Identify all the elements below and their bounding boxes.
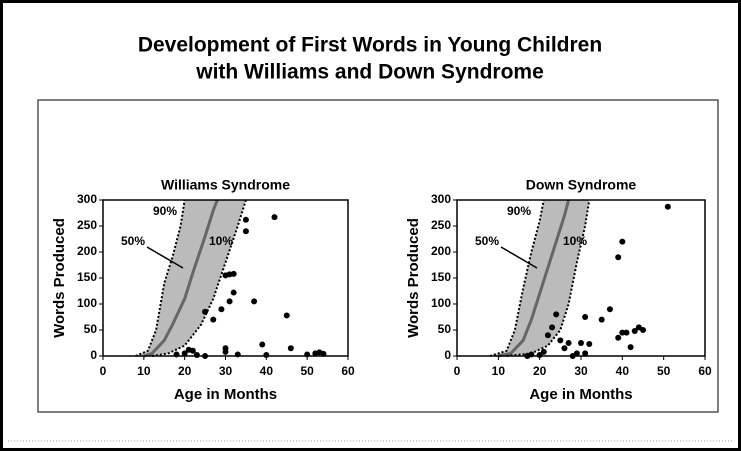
y-tick-label: 150 <box>431 270 451 284</box>
x-tick-label: 0 <box>454 364 461 378</box>
y-tick-label: 150 <box>77 270 97 284</box>
percentile-label: 50% <box>475 234 499 248</box>
data-point <box>202 308 209 315</box>
percentile-label: 90% <box>507 204 531 218</box>
chart-title: Williams Syndrome <box>161 177 290 193</box>
x-tick-label: 0 <box>100 364 107 378</box>
data-point <box>540 348 547 355</box>
percentile-label: 10% <box>563 234 587 248</box>
data-point <box>586 341 593 348</box>
data-point <box>582 314 589 320</box>
data-point <box>598 316 605 323</box>
x-tick-label: 50 <box>657 364 671 378</box>
data-point <box>561 345 568 352</box>
x-tick-label: 30 <box>219 364 233 378</box>
x-tick-label: 50 <box>300 364 314 378</box>
data-point <box>606 306 613 313</box>
y-tick-label: 100 <box>77 296 97 310</box>
data-point <box>222 345 229 352</box>
y-tick-label: 200 <box>77 244 97 258</box>
y-tick-label: 0 <box>444 348 451 362</box>
y-axis-label: Words Produced <box>51 218 68 338</box>
y-tick-label: 100 <box>431 296 451 310</box>
data-point <box>557 337 564 344</box>
x-tick-label: 10 <box>492 364 506 378</box>
data-point <box>230 270 237 277</box>
y-tick-label: 50 <box>438 322 452 336</box>
data-point <box>623 329 630 336</box>
data-point <box>185 346 192 353</box>
y-tick-label: 300 <box>431 192 451 206</box>
y-tick-label: 300 <box>77 192 97 206</box>
x-axis-label: Age in Months <box>174 386 277 403</box>
data-point <box>582 350 589 357</box>
percentile-line <box>143 199 219 358</box>
data-point <box>242 228 249 235</box>
data-point <box>226 298 233 305</box>
y-axis-label: Words Produced <box>405 218 422 338</box>
data-point <box>181 350 188 357</box>
data-point <box>222 272 229 279</box>
label-pointer <box>500 246 538 269</box>
data-point <box>640 327 646 333</box>
data-point <box>631 328 638 335</box>
x-axis-label: Age in Months <box>529 386 632 403</box>
data-point <box>615 334 622 341</box>
y-tick-label: 50 <box>84 322 98 336</box>
x-tick-label: 60 <box>698 364 712 378</box>
data-point <box>230 289 237 296</box>
percentile-label: 10% <box>209 234 233 248</box>
data-point <box>251 298 258 305</box>
x-tick-label: 40 <box>260 364 274 378</box>
data-point <box>242 216 249 223</box>
data-point <box>283 312 290 319</box>
percentile-line <box>135 199 186 357</box>
x-tick-label: 20 <box>533 364 547 378</box>
x-tick-label: 20 <box>178 364 192 378</box>
data-point <box>210 316 217 323</box>
data-point <box>578 340 584 346</box>
percentile-label: 50% <box>121 234 145 248</box>
data-point <box>627 344 634 351</box>
data-point <box>615 254 622 261</box>
percentile-line <box>489 199 545 357</box>
label-pointer <box>146 246 184 269</box>
data-point <box>218 306 225 313</box>
x-tick-label: 30 <box>574 364 588 378</box>
y-tick-label: 250 <box>431 218 451 232</box>
x-tick-label: 10 <box>137 364 151 378</box>
slide-title: with Williams and Down Syndrome <box>195 61 544 84</box>
x-tick-label: 60 <box>341 364 355 378</box>
percentile-line <box>498 199 571 358</box>
data-point <box>549 324 556 331</box>
data-point <box>271 214 278 221</box>
chart-frame <box>37 99 719 413</box>
data-point <box>619 238 626 245</box>
percentile-label: 90% <box>153 204 177 218</box>
chart-title: Down Syndrome <box>526 177 637 193</box>
y-tick-label: 200 <box>431 244 451 258</box>
data-point <box>664 203 671 210</box>
data-point <box>259 341 266 348</box>
band-fill <box>490 200 590 356</box>
y-tick-label: 0 <box>90 348 97 362</box>
percentile-line <box>151 199 247 357</box>
data-point <box>565 340 572 346</box>
data-point <box>544 332 551 339</box>
y-tick-label: 250 <box>77 218 97 232</box>
percentile-line <box>506 199 591 357</box>
slide-title: Development of First Words in Young Chil… <box>138 34 602 57</box>
data-point <box>193 351 200 358</box>
x-tick-label: 40 <box>616 364 630 378</box>
data-point <box>553 311 560 318</box>
data-point <box>619 329 626 336</box>
data-point <box>287 345 294 352</box>
